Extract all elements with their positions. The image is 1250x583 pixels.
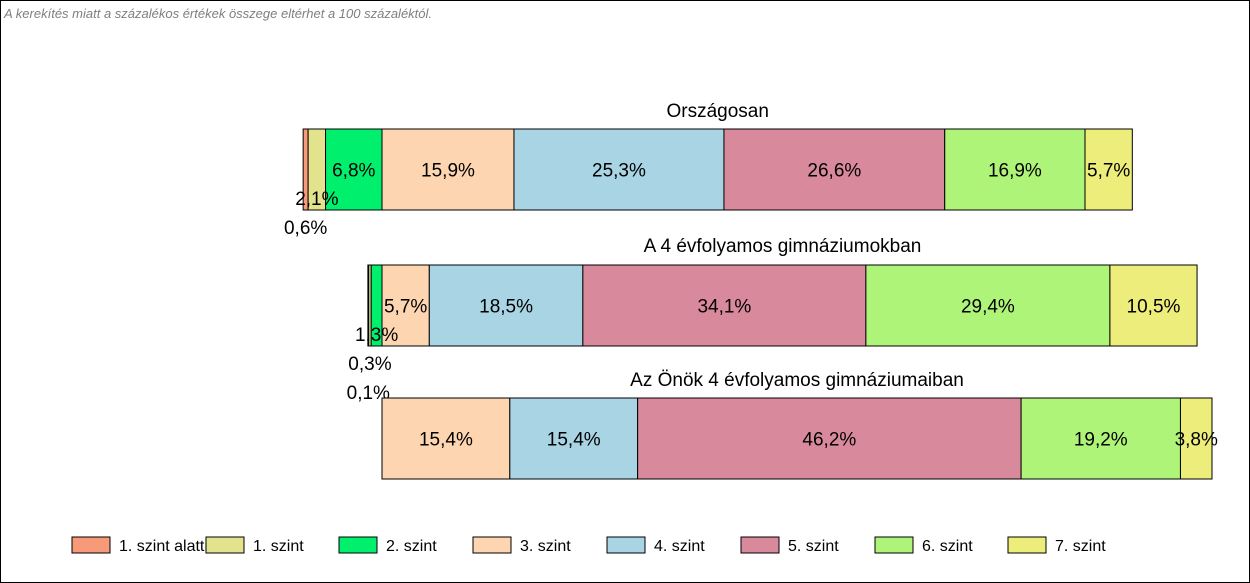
bar-segment-1-8 <box>1084 128 1133 211</box>
data-label-2-2: 0,3% <box>348 354 391 375</box>
bar-segment-3-6 <box>637 397 1022 480</box>
bar-segment-1-6 <box>723 128 946 211</box>
bar-segment-2-5 <box>428 264 584 347</box>
bar-segment-3-7 <box>1020 397 1181 480</box>
data-label-2-4: 5,7% <box>384 297 427 318</box>
data-label-3-4: 15,4% <box>419 430 473 451</box>
legend: 1. szint alatti 1. szint 2. szint 3. szint 4… <box>71 536 1106 555</box>
legend-swatch-4 <box>472 536 512 554</box>
legend-label-7: 6. szint <box>922 538 973 555</box>
legend-swatch-6 <box>740 536 780 554</box>
legend-label-5: 4. szint <box>654 538 705 555</box>
data-label-2-6: 34,1% <box>697 297 751 318</box>
data-label-1-5: 25,3% <box>592 161 646 182</box>
bar-segment-3-5 <box>509 397 639 480</box>
bar-segment-2-8 <box>1109 264 1198 347</box>
data-label-3-8: 3,8% <box>1175 430 1218 451</box>
legend-swatch-2 <box>205 536 245 554</box>
bar-segment-1-7 <box>944 128 1086 211</box>
data-label-2-5: 18,5% <box>479 297 533 318</box>
data-label-2-7: 29,4% <box>961 297 1015 318</box>
bar-segment-2-7 <box>865 264 1111 347</box>
legend-swatch-1 <box>71 536 111 554</box>
legend-swatch-5 <box>606 536 646 554</box>
data-label-2-3: 1,3% <box>355 325 398 346</box>
legend-swatch-3 <box>338 536 378 554</box>
legend-label-2: 1. szint <box>253 538 304 555</box>
bar-title-1: Országosan <box>667 101 769 122</box>
rounding-note: A kerekítés miatt a százalékos értékek ö… <box>4 6 433 21</box>
data-label-1-4: 15,9% <box>421 161 475 182</box>
data-label-1-7: 16,9% <box>988 161 1042 182</box>
bar-title-2: A 4 évfolyamos gimnáziumokban <box>644 236 922 257</box>
data-label-1-1: 0,6% <box>284 218 327 239</box>
data-label-2-8: 10,5% <box>1127 297 1181 318</box>
data-label-1-8: 5,7% <box>1087 161 1130 182</box>
data-label-3-5: 15,4% <box>547 430 601 451</box>
legend-label-8: 7. szint <box>1055 538 1106 555</box>
data-label-3-7: 19,2% <box>1074 430 1128 451</box>
legend-label-3: 2. szint <box>386 538 437 555</box>
bar-segment-3-4 <box>381 397 511 480</box>
legend-swatch-8 <box>1007 536 1047 554</box>
data-label-1-2: 2,1% <box>295 189 338 210</box>
bar-segment-1-3 <box>325 128 383 211</box>
bar-segment-3-8 <box>1179 397 1213 480</box>
bar-title-3: Az Önök 4 évfolyamos gimnáziumaiban <box>630 370 964 391</box>
legend-label-4: 3. szint <box>520 538 571 555</box>
legend-label-1: 1. szint alatti <box>119 538 208 555</box>
legend-swatch-7 <box>874 536 914 554</box>
bar-segment-2-6 <box>582 264 867 347</box>
bar-segment-2-4 <box>381 264 430 347</box>
bar-segment-1-4 <box>381 128 515 211</box>
data-label-1-6: 26,6% <box>807 161 861 182</box>
data-label-3-6: 46,2% <box>802 430 856 451</box>
data-label-2-1: 0,1% <box>347 383 390 404</box>
legend-label-6: 5. szint <box>788 538 839 555</box>
data-label-1-3: 6,8% <box>332 161 375 182</box>
